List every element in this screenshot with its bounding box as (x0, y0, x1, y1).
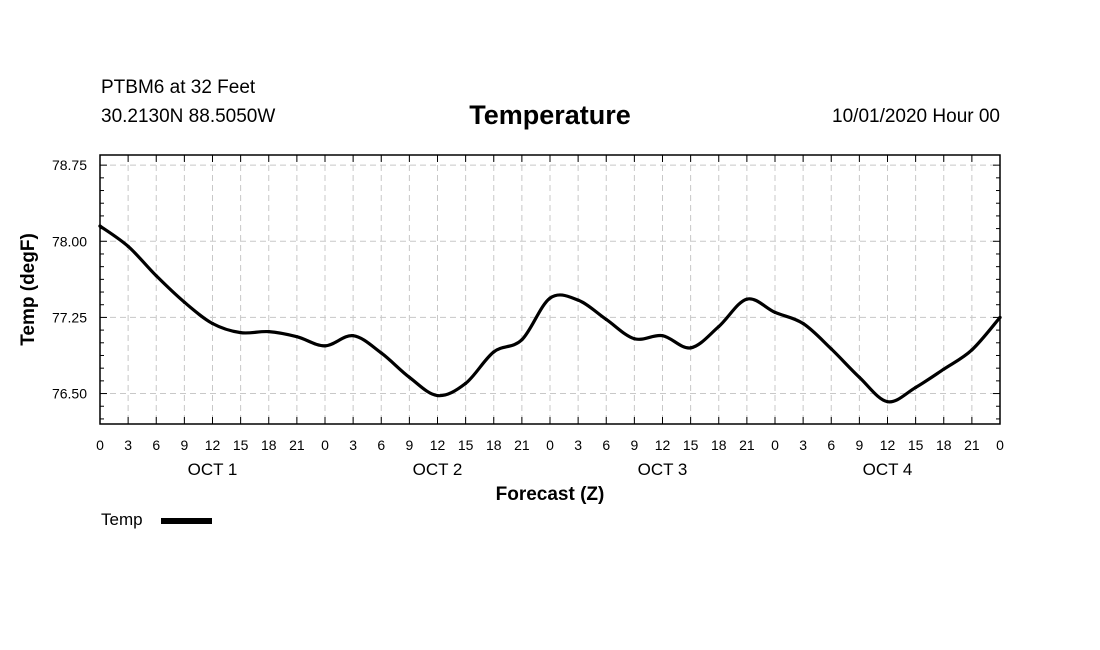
chart-title: Temperature (469, 100, 631, 130)
temp-data-point (857, 375, 861, 379)
temp-data-point (604, 317, 608, 322)
temp-data-point (773, 310, 777, 314)
y-tick-label: 78.00 (52, 233, 87, 249)
y-tick-label: 76.50 (52, 386, 87, 402)
x-tick-label: 3 (124, 437, 132, 453)
x-tick-label: 3 (349, 437, 357, 453)
x-tick-label: 18 (486, 437, 502, 453)
temp-data-point (435, 393, 440, 398)
x-tick-label: 21 (289, 437, 305, 453)
day-label: OCT 1 (188, 460, 238, 479)
x-tick-label: 0 (996, 437, 1004, 453)
temp-data-point (98, 224, 102, 228)
x-tick-label: 9 (855, 437, 863, 453)
x-axis-title: Forecast (Z) (496, 484, 605, 505)
x-tick-label: 0 (96, 437, 104, 453)
x-tick-label: 0 (321, 437, 329, 453)
x-tick-label: 3 (799, 437, 807, 453)
temp-data-point (632, 337, 636, 341)
temp-data-point (464, 381, 468, 385)
y-axis-title: Temp (degF) (18, 233, 39, 346)
x-tick-label: 15 (233, 437, 249, 453)
temp-data-point (548, 296, 552, 300)
x-tick-label: 9 (630, 437, 638, 453)
x-tick-label: 9 (180, 437, 188, 453)
legend-label: Temp (101, 510, 143, 529)
temp-data-point (942, 367, 946, 371)
y-tick-label: 78.75 (52, 157, 87, 173)
y-tick-label: 77.25 (52, 309, 87, 325)
temp-data-point (660, 334, 665, 338)
temp-data-point (520, 338, 524, 342)
temp-data-point (970, 348, 974, 352)
temp-data-point (323, 344, 327, 348)
x-tick-label: 6 (152, 437, 160, 453)
x-tick-label: 9 (405, 437, 413, 453)
temp-data-point (267, 330, 271, 334)
temp-data-point (239, 331, 243, 335)
x-tick-label: 18 (261, 437, 277, 453)
temp-data-point (379, 351, 383, 355)
x-tick-label: 21 (514, 437, 530, 453)
temp-data-point (998, 315, 1002, 320)
temp-data-point (717, 324, 721, 329)
temp-data-point (885, 400, 890, 404)
temp-data-point (351, 334, 355, 338)
temp-data-point (154, 274, 158, 278)
x-tick-label: 12 (655, 437, 671, 453)
temp-data-point (801, 321, 805, 326)
temp-data-point (914, 385, 918, 390)
temp-data-point (745, 297, 749, 301)
temp-data-point (829, 347, 833, 351)
day-label: OCT 3 (638, 460, 688, 479)
temp-data-point (576, 298, 580, 302)
x-tick-label: 12 (880, 437, 896, 453)
x-tick-label: 18 (711, 437, 727, 453)
x-tick-label: 12 (430, 437, 446, 453)
station-label: PTBM6 at 32 Feet (101, 77, 256, 98)
temp-data-point (492, 350, 496, 354)
temp-data-point (210, 321, 215, 326)
temp-data-point (689, 346, 693, 350)
day-label: OCT 2 (413, 460, 463, 479)
day-label: OCT 4 (863, 460, 913, 479)
x-tick-label: 6 (377, 437, 385, 453)
x-tick-label: 12 (205, 437, 221, 453)
x-tick-label: 21 (739, 437, 755, 453)
coordinates-label: 30.2130N 88.5050W (101, 106, 276, 127)
x-tick-label: 21 (964, 437, 980, 453)
temp-data-point (295, 335, 299, 339)
x-tick-label: 15 (908, 437, 924, 453)
x-tick-label: 15 (458, 437, 474, 453)
x-tick-label: 18 (936, 437, 952, 453)
x-tick-label: 6 (827, 437, 835, 453)
x-tick-label: 3 (574, 437, 582, 453)
x-tick-label: 15 (683, 437, 699, 453)
run-time-label: 10/01/2020 Hour 00 (832, 106, 1000, 127)
x-tick-label: 6 (602, 437, 610, 453)
temp-data-point (407, 375, 411, 379)
temp-data-point (126, 244, 130, 248)
x-tick-label: 0 (546, 437, 554, 453)
x-tick-label: 0 (771, 437, 779, 453)
temp-data-point (182, 300, 186, 304)
